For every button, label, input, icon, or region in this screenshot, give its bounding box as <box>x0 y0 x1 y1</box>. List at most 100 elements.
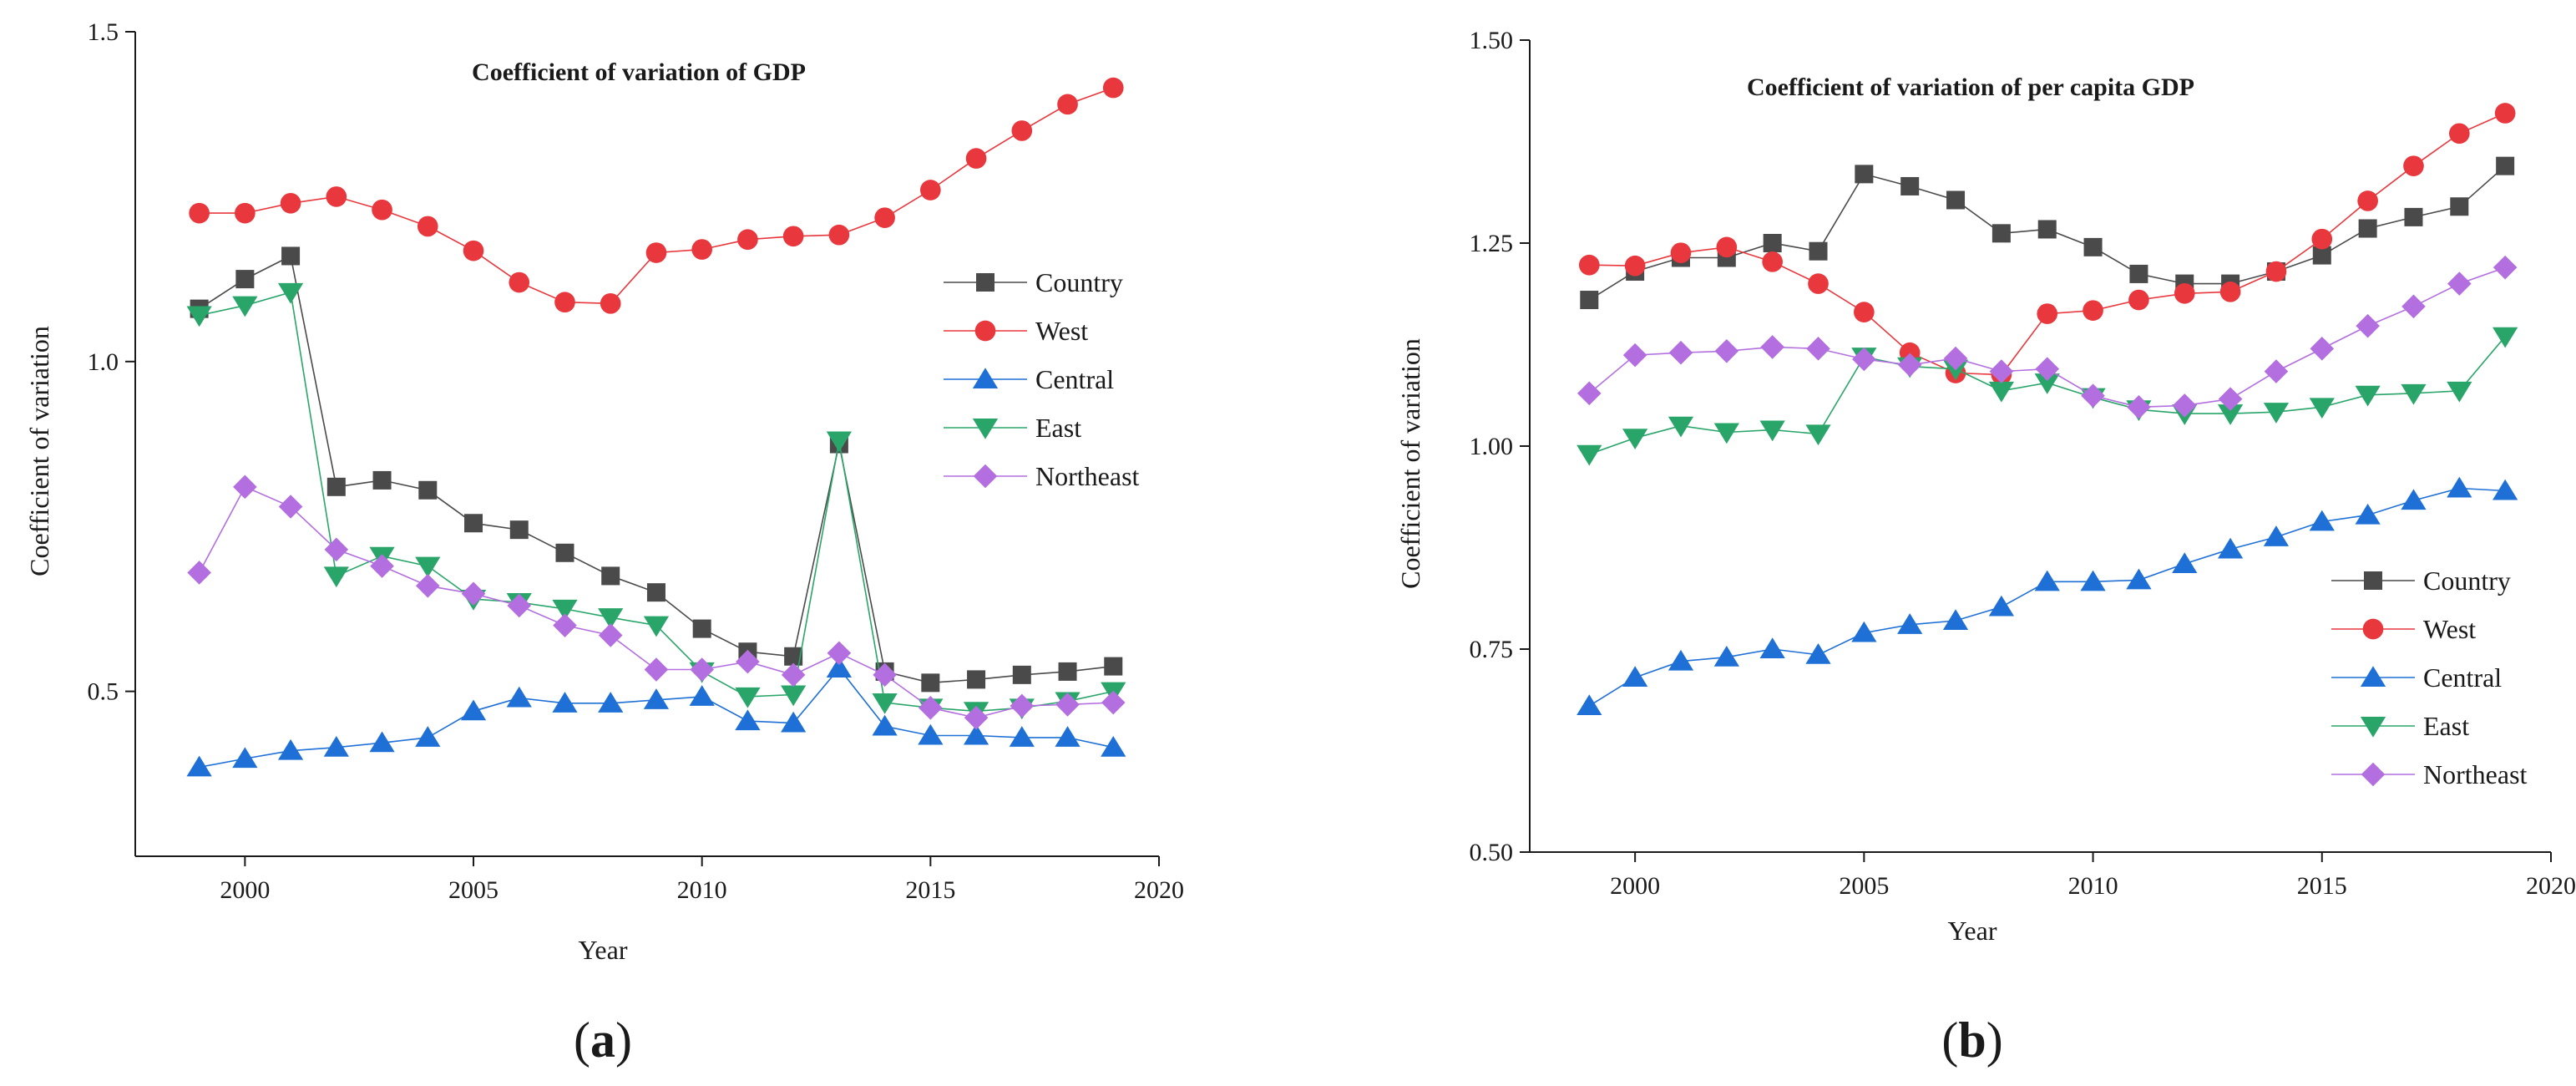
chart-a-west-point <box>1011 120 1033 141</box>
chart-b-legend-label-central: Central <box>2423 662 2502 693</box>
chart-panel-b: 2000 2005 2010 2015 2020 0.50 0.75 1.00 1.25 1.50… <box>1395 27 2576 1068</box>
chart-b-central-point <box>1668 649 1694 671</box>
chart-a-y-tick-label: 1.0 <box>88 348 119 376</box>
chart-b-west-point <box>1808 273 1829 294</box>
chart-b-series-northeast <box>1576 255 2518 419</box>
chart-b-y-tick-label: 1.25 <box>1470 230 1514 257</box>
chart-a-legend-label-northeast: Northeast <box>1035 461 1140 491</box>
chart-b-legend-label-country: Country <box>2423 566 2511 596</box>
chart-a-west-point <box>280 192 301 214</box>
chart-b-central-point <box>1713 645 1739 667</box>
chart-b-country-point <box>2404 207 2423 226</box>
chart-a-central-point <box>277 738 304 760</box>
chart-b-northeast-point <box>2447 272 2472 296</box>
chart-b-northeast-point <box>1668 340 1693 365</box>
chart-b-central-point <box>1759 637 1785 658</box>
chart-b-northeast-point <box>1852 347 1876 372</box>
chart-a-west-point <box>828 224 850 246</box>
chart-b-y-tick-label: 1.00 <box>1470 433 1514 460</box>
chart-a-central-point <box>460 699 487 721</box>
chart-a-country-point <box>784 647 803 666</box>
chart-b-central-point <box>2355 503 2381 525</box>
chart-a-series-east-line <box>199 291 1114 713</box>
chart-a-panel-label: (a) <box>574 1012 632 1068</box>
chart-b-legend-label-northeast: Northeast <box>2423 759 2528 789</box>
chart-b-series-west <box>1578 103 2516 385</box>
chart-a-country-point <box>418 480 438 500</box>
chart-b-country-point <box>1855 165 1874 184</box>
chart-b-country-point <box>2450 197 2469 216</box>
chart-a-series-northeast <box>187 474 1126 730</box>
chart-b-legend-label-east: East <box>2423 711 2469 741</box>
chart-b-west-point <box>1624 255 1646 277</box>
chart-a-west-point <box>645 242 667 263</box>
chart-b-east-point <box>1988 381 2015 403</box>
chart-a-country-point <box>235 270 255 289</box>
chart-b-central-point <box>2263 525 2290 546</box>
chart-b-east-point <box>2492 327 2518 348</box>
chart-b-west-point <box>1854 302 1875 322</box>
chart-b-legend-marker-country <box>2364 571 2382 590</box>
chart-a-legend-marker-east <box>972 419 999 439</box>
chart-a-legend-marker-northeast <box>973 464 998 489</box>
chart-a-country-point <box>372 470 392 490</box>
chart-b-legend-marker-central <box>2360 666 2386 687</box>
chart-b-east-point <box>1713 423 1739 444</box>
chart-b-northeast-point <box>1760 335 1784 359</box>
chart-b-central-point <box>1576 694 1602 716</box>
chart-b-northeast-point <box>2127 395 2151 419</box>
chart-b-northeast-point <box>1806 337 1830 361</box>
chart-b-east-point <box>1805 424 1831 446</box>
chart-b-legend-label-west: West <box>2423 614 2476 644</box>
chart-b-legend-marker-northeast <box>2361 762 2386 787</box>
chart-b-central-point <box>1942 609 1969 630</box>
chart-b-central-point <box>2172 552 2198 573</box>
chart-b-west-point <box>1716 236 1738 258</box>
chart-b-central-point <box>1897 613 1923 634</box>
chart-b-y-tick-label: 0.75 <box>1470 636 1514 663</box>
chart-a-central-point <box>1101 735 1126 757</box>
chart-b-plot-area <box>1576 103 2518 716</box>
chart-a-legend-item-west: West <box>944 316 1088 346</box>
chart-b-y-axis-title: Coefficient of variation <box>1395 338 1425 589</box>
chart-a-west-point <box>372 199 392 221</box>
chart-a-legend-marker-country <box>976 273 994 292</box>
chart-a-east-point <box>735 687 761 708</box>
chart-a-west-point <box>600 292 621 314</box>
chart-a-northeast-point <box>507 593 532 618</box>
chart-b-central-point <box>2080 570 2106 591</box>
chart-a-country-point <box>1058 662 1077 681</box>
chart-b-east-point <box>1668 416 1694 438</box>
chart-a-country-point <box>1104 657 1123 676</box>
chart-a-legend-label-west: West <box>1035 316 1088 346</box>
chart-b-east-point <box>1576 444 1602 466</box>
chart-a-central-point <box>415 726 441 747</box>
chart-b-east-point <box>2355 385 2381 407</box>
chart-a-west-point <box>189 202 210 224</box>
chart-a-east-point <box>552 599 578 621</box>
chart-a-west-point <box>782 226 804 247</box>
chart-b-northeast-point <box>1576 381 1602 406</box>
chart-a-west-point <box>965 148 987 169</box>
chart-a-northeast-point <box>690 657 714 682</box>
chart-b-legend-marker-east <box>2360 717 2386 738</box>
chart-b-x-tick-label: 2015 <box>2297 872 2347 900</box>
chart-b-east-point <box>2309 398 2335 419</box>
chart-b-west-point <box>2037 303 2058 324</box>
chart-a-central-point <box>186 755 212 777</box>
chart-a-country-point <box>601 566 620 586</box>
chart-a-central-point <box>1009 726 1035 747</box>
chart-a-country-point <box>464 514 483 533</box>
chart-a-northeast-point <box>781 662 806 688</box>
chart-b-east-point <box>2447 381 2472 403</box>
chart-b-west-point <box>2265 261 2287 282</box>
chart-b-legend-item-northeast: Northeast <box>2331 759 2528 789</box>
chart-a-legend: Country West Central East Northeast <box>944 267 1140 491</box>
chart-a-x-tick-label: 2010 <box>677 876 727 904</box>
chart-b-legend-item-country: Country <box>2331 566 2511 596</box>
chart-a-northeast-point <box>553 613 577 637</box>
chart-b-series-central <box>1576 476 2518 716</box>
chart-a-central-point <box>369 731 395 753</box>
chart-b-country-point <box>1946 190 1966 210</box>
chart-b-panel-letter: b <box>1958 1012 1986 1068</box>
